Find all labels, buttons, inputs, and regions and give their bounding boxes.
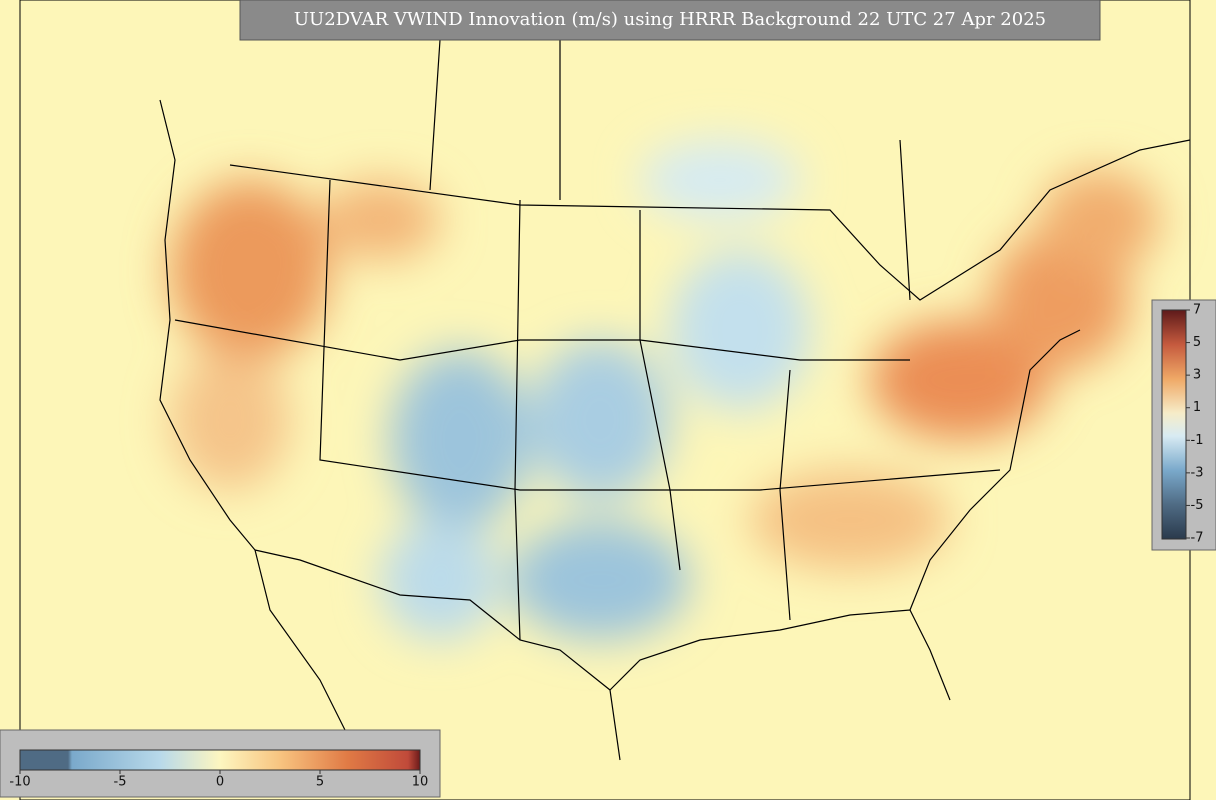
tick-label: -1 — [1191, 433, 1204, 448]
innovation-field — [170, 140, 1160, 640]
tick-label: 7 — [1193, 303, 1201, 318]
colorbar — [19, 749, 421, 771]
tick-label: 1 — [1193, 400, 1201, 415]
tick-label: -7 — [1191, 531, 1204, 546]
colorbar — [1161, 309, 1187, 540]
tick-label: 0 — [216, 775, 224, 790]
title-box — [239, 0, 1101, 41]
tick-label: -3 — [1191, 465, 1204, 480]
tick-label: -5 — [1191, 498, 1204, 513]
tick-label: 5 — [316, 775, 324, 790]
boundaries — [159, 39, 1191, 761]
tick-label: 5 — [1193, 335, 1201, 350]
tick-label: 10 — [412, 775, 429, 790]
tick-label: 3 — [1193, 368, 1201, 383]
tick-label: -10 — [9, 775, 30, 790]
tick-label: -5 — [114, 775, 127, 790]
map-title: UU2DVAR VWIND Innovation (m/s) using HRR… — [294, 9, 1046, 30]
